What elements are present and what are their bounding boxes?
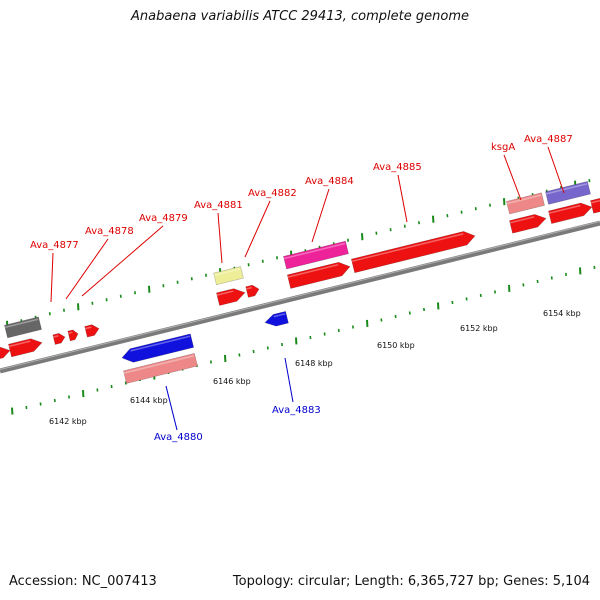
cds-forward-arrow bbox=[245, 284, 260, 298]
genome-title: Anabaena variabilis ATCC 29413, complete… bbox=[131, 9, 469, 24]
gene-label-leader bbox=[165, 385, 178, 431]
cds-forward-arrow bbox=[509, 214, 547, 234]
gene-box-salmon-reverse-highlight bbox=[123, 355, 195, 374]
gene-label: Ava_4879 bbox=[139, 213, 188, 224]
axis-tick-label: 6148 kbp bbox=[295, 359, 333, 368]
gene-label-leader bbox=[284, 357, 294, 403]
cds-forward-arrow-highlight bbox=[590, 199, 600, 204]
gene-box-yellow bbox=[213, 266, 244, 286]
cds-reverse-arrow-highlight bbox=[273, 313, 286, 318]
gene-label-leader bbox=[397, 174, 408, 223]
gene-label: Ava_4884 bbox=[305, 176, 354, 187]
backbone-highlight bbox=[0, 221, 600, 370]
label-leader-group bbox=[50, 146, 565, 431]
cds-forward-arrow-highlight bbox=[351, 233, 464, 263]
gene-box-salmon bbox=[506, 192, 545, 215]
cds-reverse-arrow-highlight bbox=[130, 335, 191, 352]
gene-label-leader bbox=[50, 252, 54, 303]
gene-label: ksgA bbox=[491, 142, 515, 153]
genome-stats-text: Topology: circular; Length: 6,365,727 bp… bbox=[232, 574, 590, 589]
axis-tick-label: 6154 kbp bbox=[543, 309, 581, 318]
gene-box-salmon-highlight bbox=[506, 194, 542, 205]
axis-tick-label: 6152 kbp bbox=[460, 324, 498, 333]
backbone-line bbox=[0, 220, 600, 374]
gene-box-purple bbox=[545, 181, 591, 205]
cds-forward-arrow bbox=[0, 346, 11, 361]
gene-label: Ava_4880 bbox=[154, 432, 203, 443]
gene-label-leader bbox=[65, 238, 109, 300]
cds-forward-arrow-highlight bbox=[509, 216, 535, 224]
cds-forward-arrow bbox=[350, 231, 476, 274]
gene-label: Ava_4887 bbox=[524, 134, 573, 145]
gene-label-leader bbox=[217, 212, 223, 264]
cds-forward-arrow bbox=[67, 329, 79, 342]
gene-label-leader bbox=[244, 200, 271, 258]
gene-label: Ava_4883 bbox=[272, 405, 321, 416]
cds-forward-arrow bbox=[84, 324, 100, 338]
gene-label: Ava_4878 bbox=[85, 226, 134, 237]
cds-forward-arrow-highlight bbox=[68, 331, 73, 335]
cds-forward-arrow bbox=[590, 197, 600, 214]
axis-tick-label: 6142 kbp bbox=[49, 417, 87, 426]
gene-label-leader bbox=[81, 225, 164, 297]
gene-label-leader bbox=[547, 146, 565, 194]
cds-forward-arrow-highlight bbox=[548, 204, 581, 214]
gene-label: Ava_4881 bbox=[194, 200, 243, 211]
cds-forward-arrow-highlight bbox=[287, 263, 339, 278]
gene-label-group: Ava_4877 Ava_4878 Ava_4879 Ava_4881 Ava_4882… bbox=[30, 134, 573, 443]
gene-label: Ava_4882 bbox=[248, 188, 297, 199]
gene-box-magenta-highlight bbox=[283, 242, 346, 260]
reverse-tick-row bbox=[11, 265, 596, 415]
cds-forward-arrow bbox=[8, 338, 43, 358]
axis-label-group: 6142 kbp 6144 kbp 6146 kbp 6148 kbp 6150 kbp… bbox=[49, 309, 581, 426]
gene-label: Ava_4877 bbox=[30, 240, 79, 251]
gene-box-salmon-reverse bbox=[123, 352, 198, 384]
cds-forward-arrow-highlight bbox=[8, 340, 31, 348]
cds-reverse-arrow bbox=[264, 311, 289, 327]
axis-tick-label: 6146 kbp bbox=[213, 377, 251, 386]
cds-forward-arrow bbox=[548, 202, 593, 225]
axis-tick-label: 6150 kbp bbox=[377, 341, 415, 350]
gene-box-purple-highlight bbox=[545, 183, 588, 195]
cds-forward-arrow-highlight bbox=[216, 290, 234, 296]
gene-box-yellow-highlight bbox=[213, 268, 241, 277]
cds-forward-arrow bbox=[286, 261, 351, 289]
gene-label: Ava_4885 bbox=[373, 162, 422, 173]
feature-group bbox=[0, 181, 600, 384]
cds-forward-arrow-highlight bbox=[246, 286, 253, 290]
axis-tick-label: 6144 kbp bbox=[130, 396, 168, 405]
gene-box-gray-highlight bbox=[4, 318, 39, 329]
genome-backbone bbox=[0, 220, 600, 374]
cds-forward-arrow bbox=[52, 333, 66, 345]
cds-reverse-arrow bbox=[121, 333, 195, 363]
cds-forward-arrow bbox=[216, 288, 246, 306]
cds-forward-arrow-highlight bbox=[85, 326, 92, 330]
gene-label-leader bbox=[503, 154, 522, 201]
accession-text: Accession: NC_007413 bbox=[9, 574, 157, 589]
gene-label-leader bbox=[311, 188, 330, 243]
cds-forward-arrow-highlight bbox=[53, 335, 59, 338]
gene-box-gray bbox=[4, 316, 42, 339]
gene-box-magenta bbox=[283, 240, 349, 270]
